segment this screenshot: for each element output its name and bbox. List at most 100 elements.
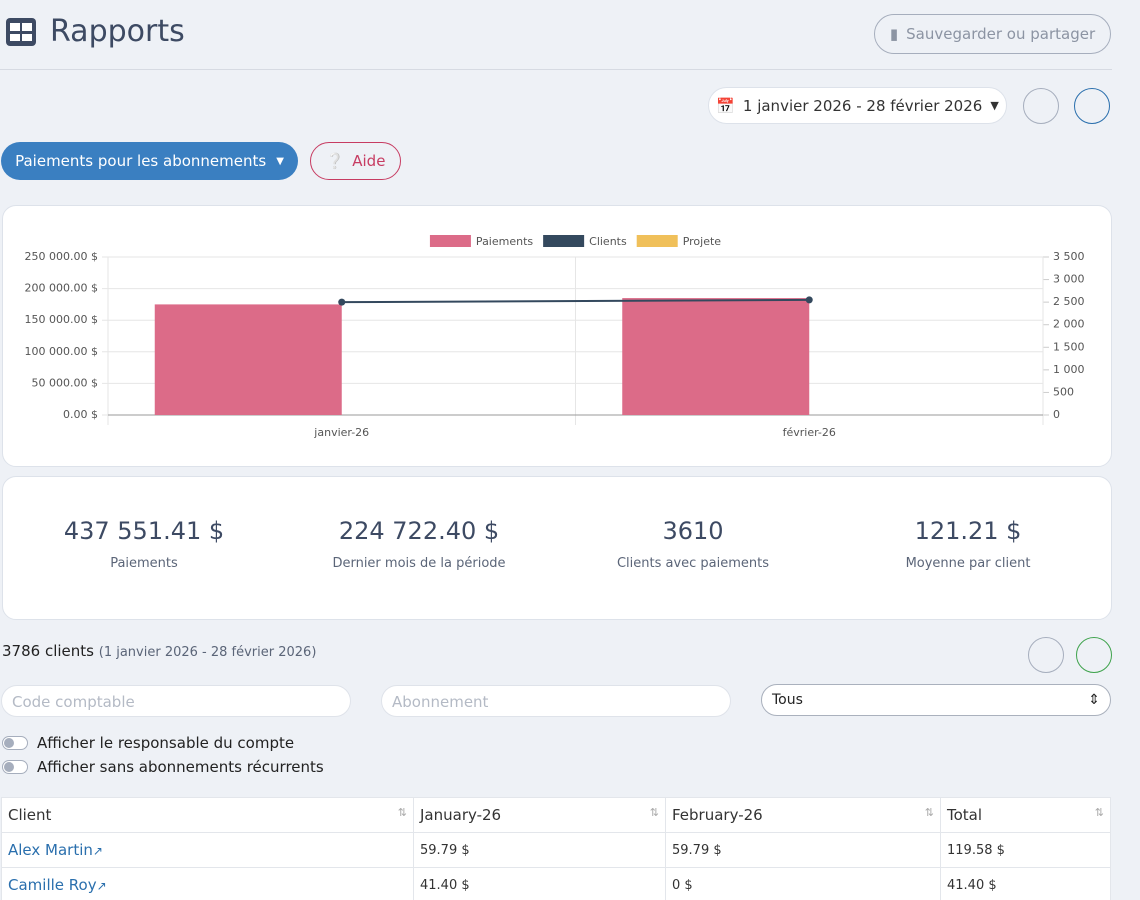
y2-tick-label: 1 500 xyxy=(1053,340,1085,353)
clients-summary: 3786 clients (1 janvier 2026 - 28 févrie… xyxy=(2,642,316,660)
client-link[interactable]: Alex Martin xyxy=(8,841,93,859)
table-cell: Camille Roy↗ xyxy=(1,867,414,900)
report-selector-label: Paiements pour les abonnements xyxy=(15,152,267,170)
x-tick-label: février-26 xyxy=(783,426,836,439)
external-icon: ↗ xyxy=(96,879,107,893)
client-link[interactable]: Camille Roy xyxy=(8,876,97,894)
column-header[interactable]: February-26 ⇅ xyxy=(665,797,941,833)
cell-text: 119.58 $ xyxy=(947,842,1005,858)
line xyxy=(341,298,810,304)
stat-value: 437 551.41 $ xyxy=(63,517,225,545)
external-icon: ↗ xyxy=(92,844,103,858)
toggle-knob xyxy=(4,738,14,748)
legend-label: Clients xyxy=(589,235,627,248)
stat-value: 121.21 $ xyxy=(914,517,1022,545)
y-tick-label: 250 000.00 $ xyxy=(25,250,98,263)
toggle-label: Afficher le responsable du compte xyxy=(37,734,295,752)
legend-swatch xyxy=(636,235,678,247)
status-value: Tous xyxy=(772,692,803,708)
subscription-placeholder: Abonnement xyxy=(392,693,489,711)
legend-swatch xyxy=(543,235,585,247)
y-tick-label: 50 000.00 $ xyxy=(32,376,98,389)
column-title: Total xyxy=(947,806,983,824)
status-filter[interactable]: Tous ⇕ xyxy=(761,684,1111,716)
sort-icon: ⇅ xyxy=(649,806,659,819)
date-range-picker[interactable]: 📅 1 janvier 2026 - 28 février 2026 ▼ xyxy=(708,87,1007,124)
clients-table: Client ⇅ January-26 ⇅ February-26 ⇅ Total ⇅ Alex… xyxy=(1,797,1111,900)
report-selector[interactable]: Paiements pour les abonnements ▼ xyxy=(1,142,298,180)
y2-tick-label: 2 500 xyxy=(1053,295,1085,308)
export-button[interactable] xyxy=(1076,637,1112,673)
y2-tick-label: 3 500 xyxy=(1053,250,1085,263)
y-tick-label: 150 000.00 $ xyxy=(25,313,98,326)
y-tick-label: 100 000.00 $ xyxy=(25,345,98,358)
chart: 0.00 $ 50 000.00 $ 100 000.00 $ 150 000.00 … xyxy=(25,235,1085,439)
y-tick-label: 0.00 $ xyxy=(63,408,98,421)
stats-card xyxy=(2,476,1112,620)
table-row: Camille Roy↗ 41.40 $ 0 $ 41.40 $ xyxy=(1,867,1111,900)
table-cell: 59.79 $ xyxy=(665,832,941,868)
table-cell: 0 $ xyxy=(665,867,941,900)
sort-icon: ⇅ xyxy=(924,806,934,819)
table-row: Alex Martin↗ 59.79 $ 59.79 $ 119.58 $ xyxy=(1,832,1111,868)
stat-label: Dernier mois de la période xyxy=(332,556,506,571)
line-point xyxy=(805,296,813,304)
refresh-button[interactable] xyxy=(1028,637,1064,673)
header-row: Client ⇅ January-26 ⇅ February-26 ⇅ Total ⇅ xyxy=(1,797,1111,833)
clients-count: 3786 clients xyxy=(2,642,94,660)
toggle-knob xyxy=(4,762,14,772)
x-tick-label: janvier-26 xyxy=(313,426,369,439)
y-tick-label: 200 000.00 $ xyxy=(25,282,98,295)
column-header[interactable]: January-26 ⇅ xyxy=(413,797,666,833)
table-cell: 59.79 $ xyxy=(413,832,666,868)
sort-icon: ⇅ xyxy=(1094,806,1104,819)
date-range: 1 janvier 2026 - 28 février 2026 xyxy=(742,96,983,115)
column-title: Client xyxy=(8,806,52,824)
y2-tick-label: 2 000 xyxy=(1053,318,1085,331)
help-label: Aide xyxy=(352,152,386,170)
column-header[interactable]: Client ⇅ xyxy=(1,797,414,833)
y2-tick-label: 1 000 xyxy=(1053,363,1085,376)
legend-label: Projete xyxy=(683,235,722,248)
subscription-filter[interactable]: Abonnement xyxy=(381,685,731,717)
cell-text: 41.40 $ xyxy=(947,877,997,893)
stat-label: Moyenne par client xyxy=(905,556,1031,571)
assistant-button[interactable] xyxy=(1074,88,1110,124)
y2-tick-label: 0 xyxy=(1053,408,1060,421)
report-icon xyxy=(6,18,36,46)
stat-label: Paiements xyxy=(110,556,178,571)
stat-label: Clients avec paiements xyxy=(616,556,770,571)
column-title: January-26 xyxy=(420,806,502,824)
y2-tick-label: 3 000 xyxy=(1053,273,1085,286)
stat-value: 224 722.40 $ xyxy=(338,517,500,545)
table-cell: 41.40 $ xyxy=(940,867,1111,900)
page-title: Rapports xyxy=(50,14,185,49)
cell-text: 0 $ xyxy=(672,877,693,893)
save-button[interactable]: ▮ Sauvegarder ou partager xyxy=(874,14,1111,54)
bar xyxy=(622,298,810,415)
table-cell: 41.40 $ xyxy=(413,867,666,900)
y2-tick-label: 500 xyxy=(1053,385,1074,398)
accounting-code-placeholder: Code comptable xyxy=(12,693,135,711)
bar xyxy=(154,304,342,415)
toggle-label: Afficher sans abonnements récurrents xyxy=(37,758,324,776)
cell-text: 41.40 $ xyxy=(420,877,470,893)
table-cell: 119.58 $ xyxy=(940,832,1111,868)
clients-period: (1 janvier 2026 - 28 février 2026) xyxy=(98,645,317,660)
cell-text: 59.79 $ xyxy=(420,842,470,858)
stat-value: 3610 xyxy=(662,517,724,545)
column-title: February-26 xyxy=(672,806,763,824)
line-point xyxy=(338,298,346,306)
sort-icon: ⇅ xyxy=(397,806,407,819)
legend-label: Paiements xyxy=(476,235,533,248)
cell-text: 59.79 $ xyxy=(672,842,722,858)
legend-swatch xyxy=(429,235,471,247)
accounting-code-filter[interactable]: Code comptable xyxy=(1,685,351,717)
save-label: Sauvegarder ou partager xyxy=(906,25,1096,43)
divider xyxy=(0,69,1112,70)
column-header[interactable]: Total ⇅ xyxy=(940,797,1111,833)
help-button[interactable]: ❔ Aide xyxy=(310,142,401,180)
legend: Paiements Clients Projete xyxy=(429,235,722,248)
view-button[interactable] xyxy=(1023,88,1059,124)
